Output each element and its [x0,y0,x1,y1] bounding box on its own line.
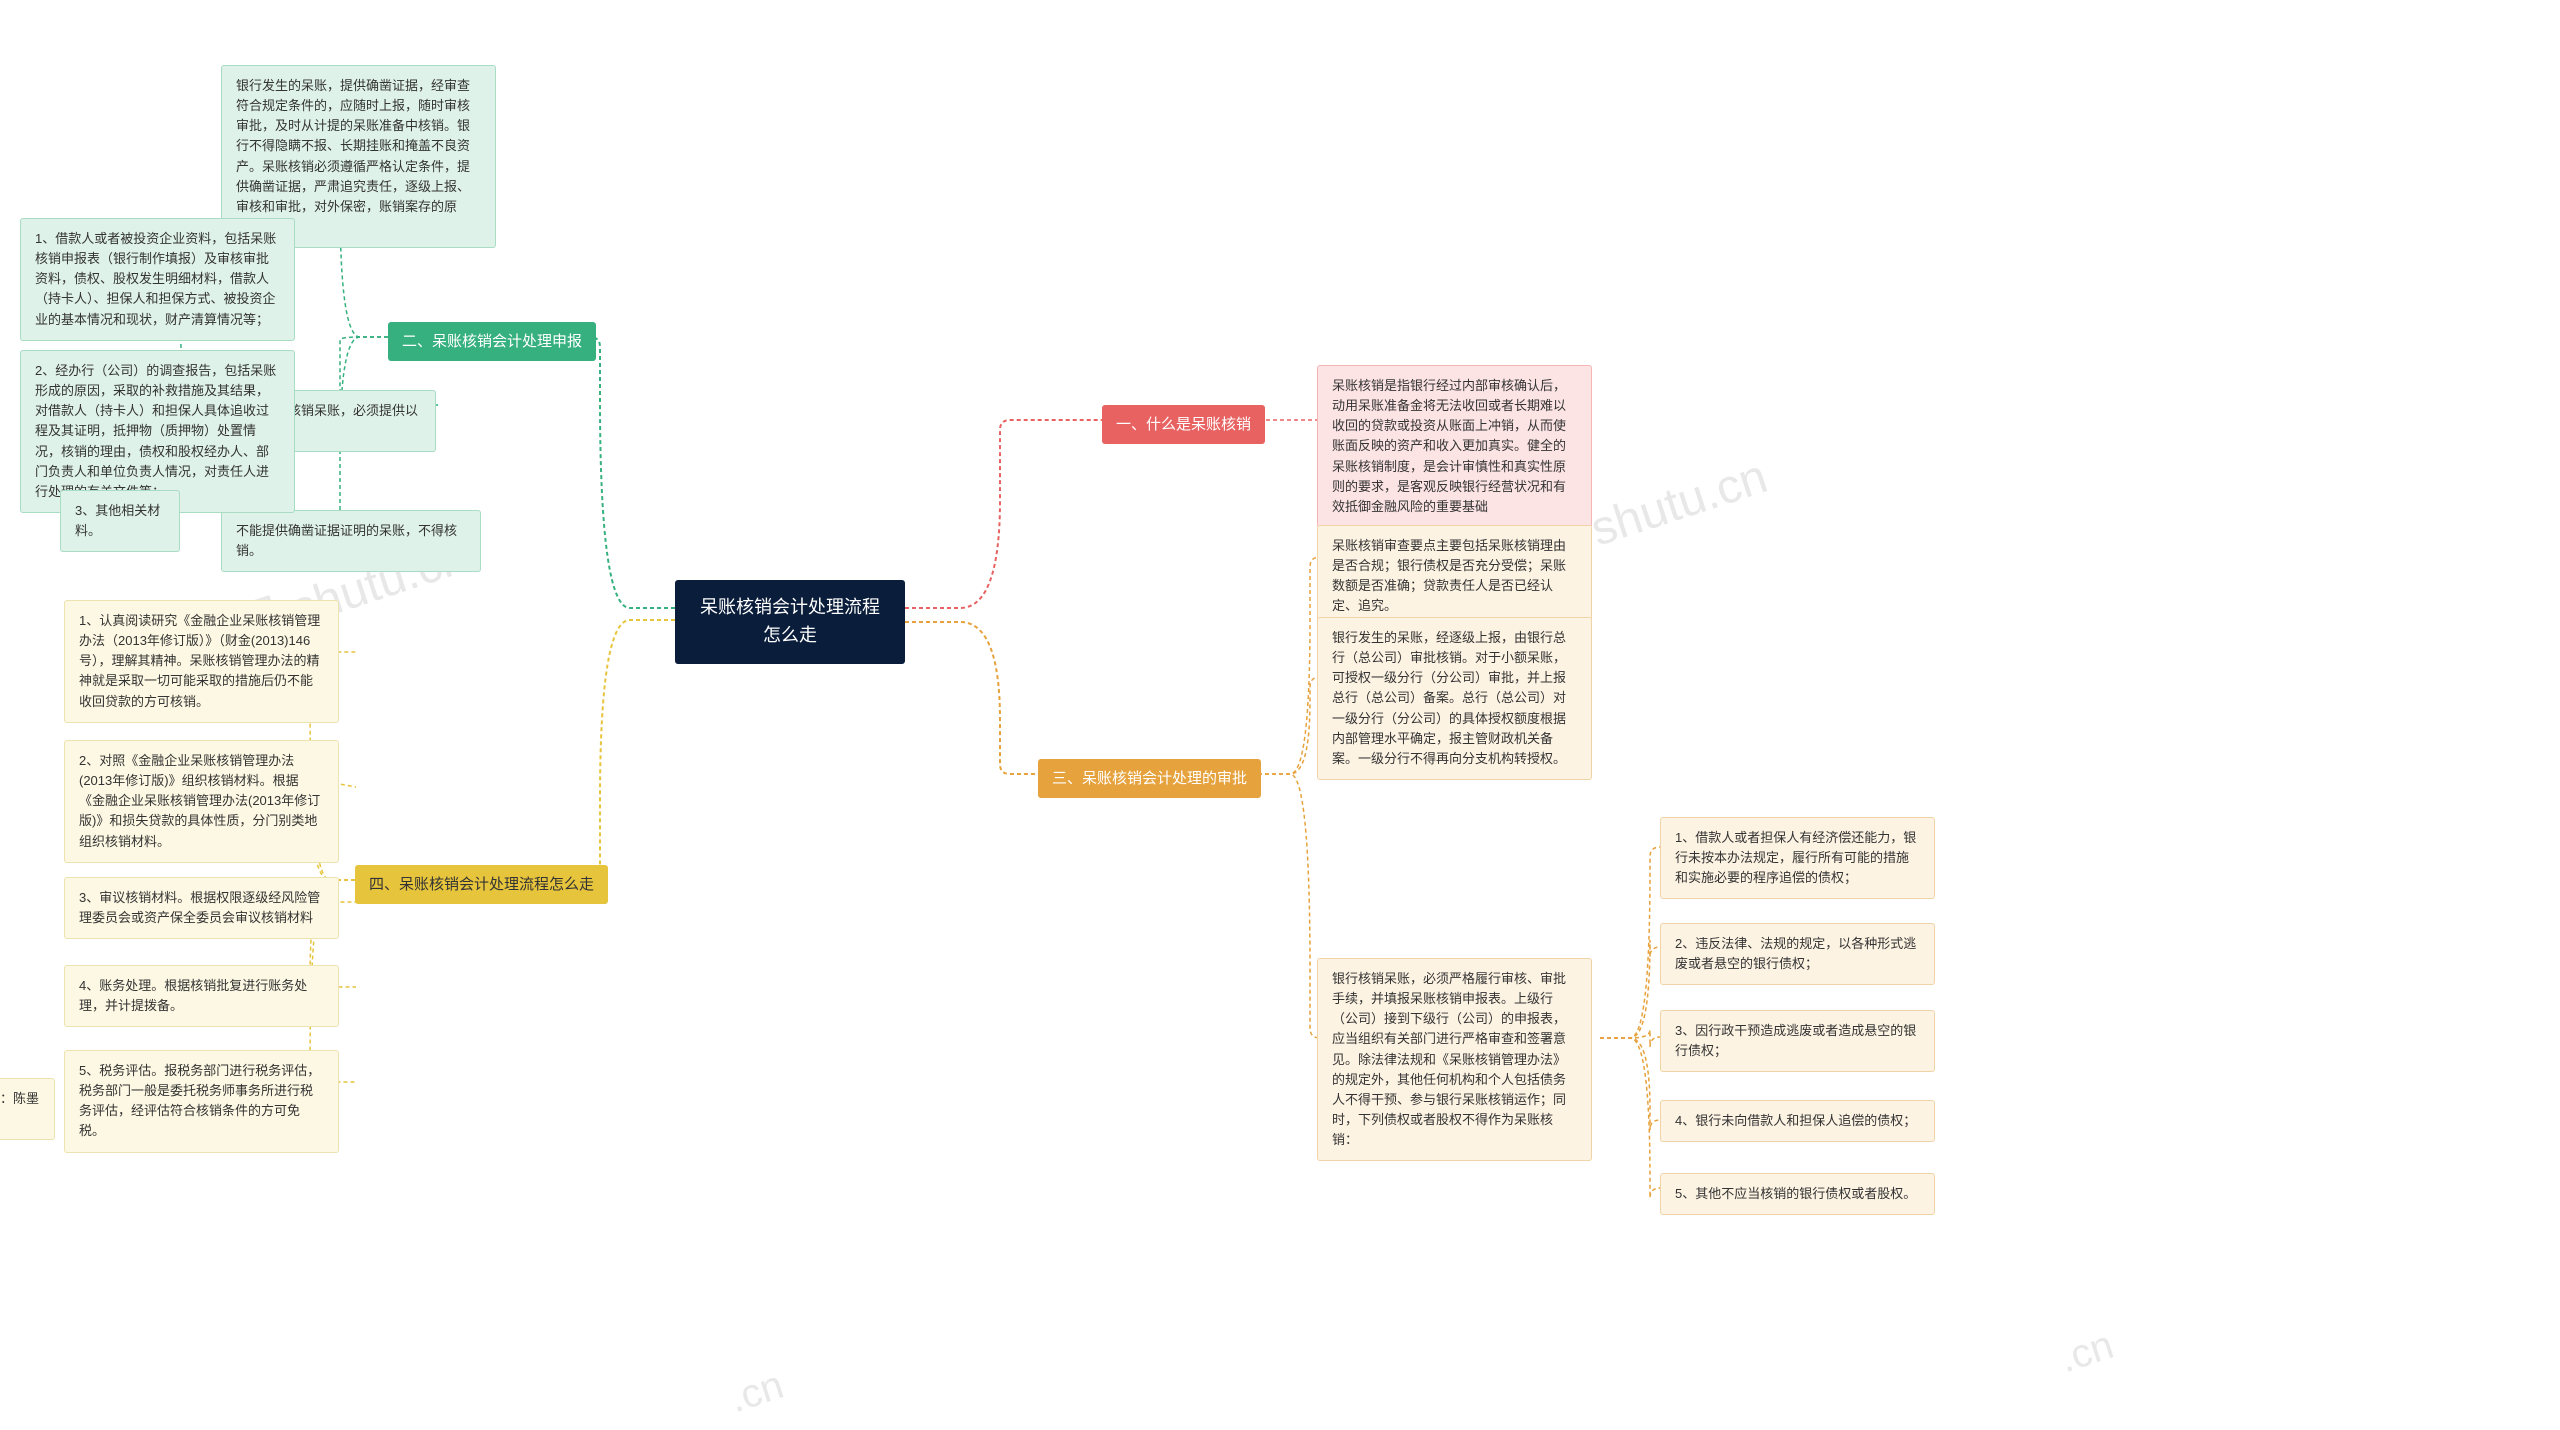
watermark: .cn [724,1363,789,1422]
branch-2-subleaf-3: 3、其他相关材料。 [60,490,180,552]
branch-3-subleaf-4: 4、银行未向借款人和担保人追偿的债权； [1660,1100,1935,1142]
branch-4-leaf-4: 4、账务处理。根据核销批复进行账务处理，并计提拨备。 [64,965,339,1027]
branch-3-subleaf-3: 3、因行政干预造成逃废或者造成悬空的银行债权； [1660,1010,1935,1072]
root-node: 呆账核销会计处理流程怎么走 [675,580,905,664]
branch-3-leaf-3: 银行核销呆账，必须严格履行审核、审批手续，并填报呆账核销申报表。上级行（公司）接… [1317,958,1592,1161]
branch-4-leaf-1: 1、认真阅读研究《金融企业呆账核销管理办法（2013年修订版）》（财金(2013… [64,600,339,723]
branch-2-subleaf-2: 2、经办行（公司）的调查报告，包括呆账形成的原因，采取的补救措施及其结果，对借款… [20,350,295,513]
branch-4-leaf-5: 5、税务评估。报税务部门进行税务评估，税务部门一般是委托税务师事务所进行税务评估… [64,1050,339,1153]
branch-2: 二、呆账核销会计处理申报 [388,322,596,361]
branch-1: 一、什么是呆账核销 [1102,405,1265,444]
branch-2-leaf-3: 不能提供确凿证据证明的呆账，不得核销。 [221,510,481,572]
branch-3: 三、呆账核销会计处理的审批 [1038,759,1261,798]
branch-4-leaf-3: 3、审议核销材料。根据权限逐级经风险管理委员会或资产保全委员会审议核销材料 [64,877,339,939]
branch-4: 四、呆账核销会计处理流程怎么走 [355,865,608,904]
branch-1-leaf: 呆账核销是指银行经过内部审核确认后，动用呆账准备金将无法收回或者长期难以收回的贷… [1317,365,1592,528]
branch-3-subleaf-1: 1、借款人或者担保人有经济偿还能力，银行未按本办法规定，履行所有可能的措施和实施… [1660,817,1935,899]
branch-4-editor: （责任编辑：陈墨宸） [0,1078,55,1140]
branch-3-subleaf-5: 5、其他不应当核销的银行债权或者股权。 [1660,1173,1935,1215]
branch-3-subleaf-2: 2、违反法律、法规的规定，以各种形式逃废或者悬空的银行债权； [1660,923,1935,985]
branch-2-subleaf-1: 1、借款人或者被投资企业资料，包括呆账核销申报表（银行制作填报）及审核审批资料，… [20,218,295,341]
branch-3-leaf-1: 呆账核销审查要点主要包括呆账核销理由是否合规；银行债权是否充分受偿；呆账数额是否… [1317,525,1592,628]
branch-4-leaf-2: 2、对照《金融企业呆账核销管理办法(2013年修订版)》组织核销材料。根据《金融… [64,740,339,863]
branch-3-leaf-2: 银行发生的呆账，经逐级上报，由银行总行（总公司）审批核销。对于小额呆账，可授权一… [1317,617,1592,780]
watermark: .cn [2054,1323,2119,1382]
